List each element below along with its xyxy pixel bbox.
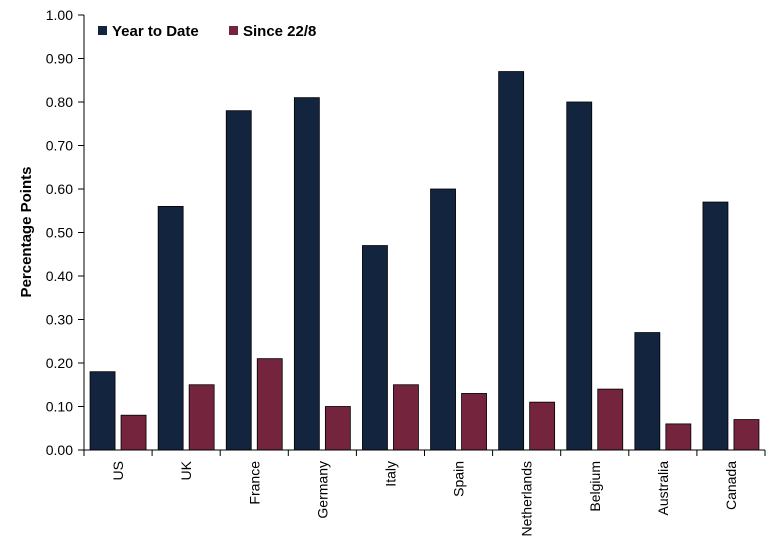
bar-since-22-8 [529,401,556,451]
y-axis-title: Percentage Points [18,167,35,298]
x-tick-label: France [246,461,262,505]
bar-since-22-8 [120,414,147,451]
legend-label: Year to Date [112,23,199,40]
x-tick-label: US [110,461,126,480]
bars [89,71,760,451]
bar-year-to-date [293,97,320,451]
legend: Year to Date Since 22/8 [98,23,316,40]
legend-swatch [98,26,107,35]
bar-since-22-8 [256,358,283,451]
bar-since-22-8 [597,388,624,451]
x-axis-ticks: US UK France Germany Italy Spain Netherlands Be… [83,450,766,537]
y-axis-ticks: 0.00 0.10 0.20 0.30 0.40 0.50 0.60 0.70 0.80 0.90… [46,7,84,458]
y-tick-label: 0.80 [46,94,73,110]
bar-since-22-8 [733,419,760,451]
y-tick-label: 0.60 [46,181,73,197]
bar-since-22-8 [188,384,215,451]
bar-year-to-date [634,332,661,451]
axes [83,15,765,451]
x-tick-label: Netherlands [519,461,535,537]
bar-year-to-date [498,71,525,451]
bar-year-to-date [430,188,456,451]
bar-year-to-date [566,101,593,451]
legend-swatch [229,26,238,35]
x-tick-label: Germany [314,461,330,519]
y-tick-label: 0.30 [46,312,73,328]
x-tick-label: Australia [655,461,671,516]
bar-year-to-date [157,205,184,451]
y-tick-label: 1.00 [46,7,73,23]
x-tick-label: Belgium [587,461,603,512]
bar-since-22-8 [393,384,419,451]
y-tick-label: 0.40 [46,268,73,284]
x-tick-label: Spain [451,461,467,497]
y-tick-label: 0.90 [46,51,73,67]
legend-label: Since 22/8 [243,23,316,40]
y-tick-label: 0.10 [46,399,73,415]
y-tick-label: 0.50 [46,225,73,241]
x-tick-label: UK [178,460,194,480]
y-tick-label: 0.70 [46,138,73,154]
bar-year-to-date [702,201,729,451]
bar-since-22-8 [665,423,692,451]
bar-since-22-8 [461,393,487,451]
bar-year-to-date [225,110,252,451]
x-tick-label: Italy [382,461,398,487]
bar-year-to-date [89,371,116,451]
y-tick-label: 0.00 [46,442,73,458]
bar-year-to-date [362,245,388,451]
y-tick-label: 0.20 [46,355,73,371]
x-tick-label: Canada [723,461,739,510]
bar-since-22-8 [324,406,351,451]
